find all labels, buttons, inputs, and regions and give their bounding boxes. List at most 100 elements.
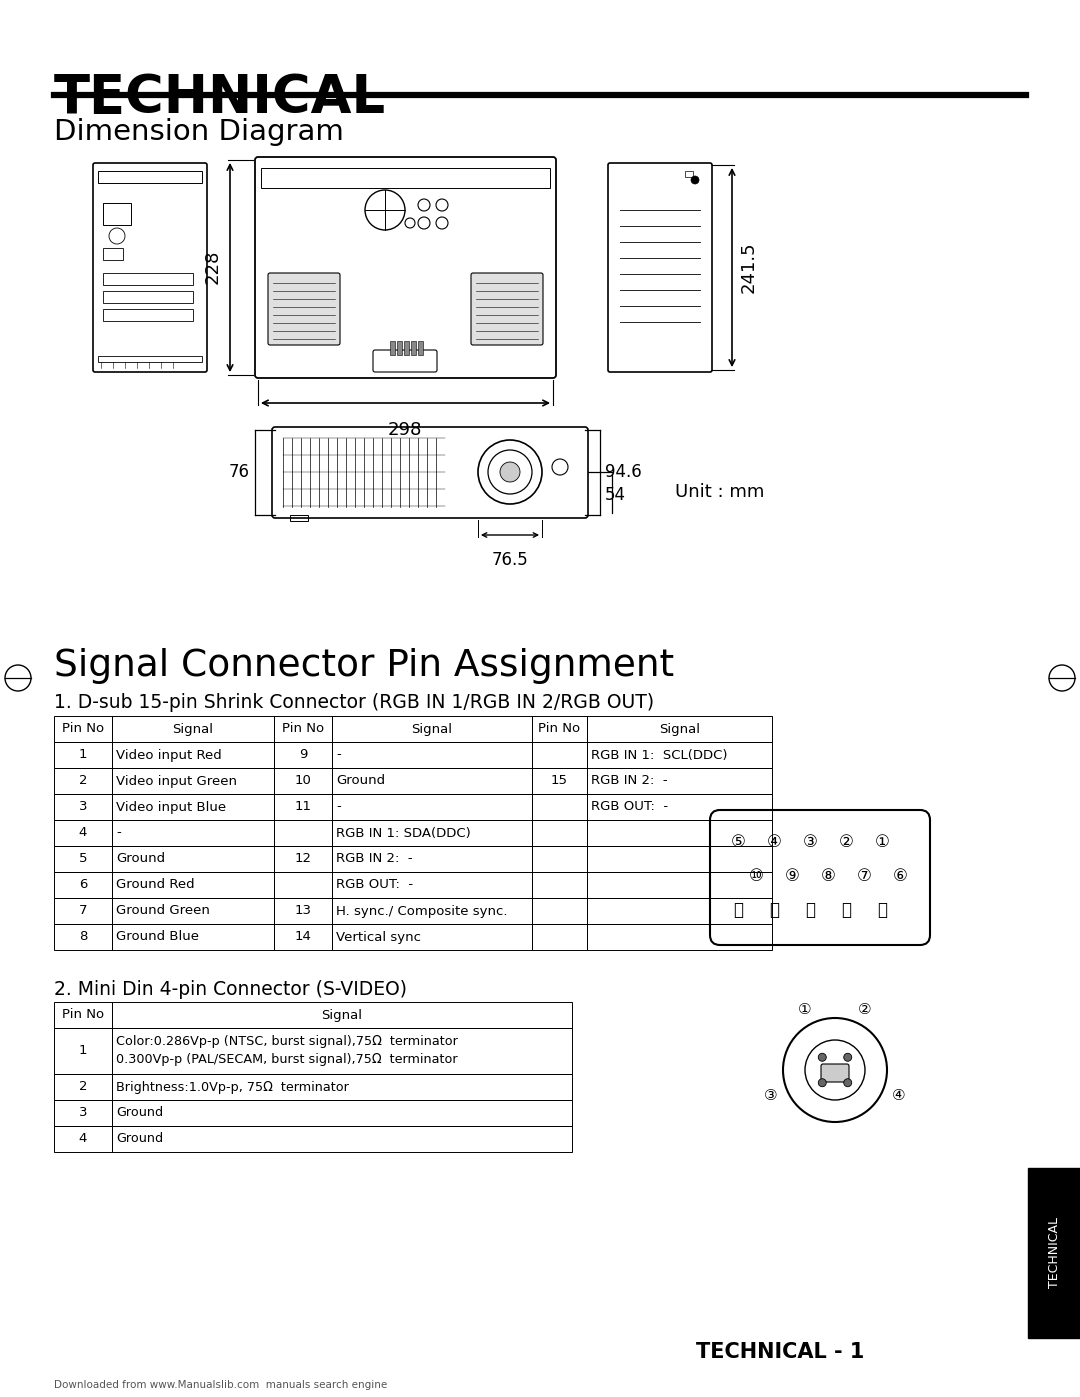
Circle shape — [691, 176, 699, 184]
Bar — [332, 923, 532, 950]
Bar — [54, 768, 112, 793]
Text: Ground Green: Ground Green — [116, 904, 210, 918]
Text: ③: ③ — [765, 1087, 778, 1102]
Text: ①: ① — [875, 833, 890, 851]
Text: ⑦: ⑦ — [856, 868, 872, 886]
FancyBboxPatch shape — [471, 272, 543, 345]
Text: 76.5: 76.5 — [491, 550, 528, 569]
Text: 4: 4 — [79, 827, 87, 840]
Text: ①: ① — [798, 1003, 812, 1017]
Bar — [332, 898, 532, 923]
Bar — [112, 872, 274, 898]
Text: ②: ② — [859, 1003, 872, 1017]
Bar — [112, 1002, 572, 1028]
Bar — [112, 793, 274, 820]
Text: 228: 228 — [204, 250, 222, 284]
Bar — [588, 898, 772, 923]
Text: Downloaded from www.Manualslib.com  manuals search engine: Downloaded from www.Manualslib.com manua… — [54, 1380, 388, 1390]
Bar — [274, 768, 332, 793]
Text: 15: 15 — [551, 774, 568, 788]
Bar — [261, 168, 550, 189]
Text: 14: 14 — [295, 930, 311, 943]
Text: ④: ④ — [767, 833, 782, 851]
Bar — [397, 341, 402, 355]
Bar — [532, 847, 588, 872]
Text: 3: 3 — [79, 800, 87, 813]
Text: Signal: Signal — [659, 722, 700, 735]
Text: Brightness:1.0Vp-p, 75Ω  terminator: Brightness:1.0Vp-p, 75Ω terminator — [116, 1080, 349, 1094]
Text: 5: 5 — [79, 852, 87, 866]
Text: 13: 13 — [295, 904, 311, 918]
Text: ③: ③ — [802, 833, 818, 851]
Bar — [418, 341, 423, 355]
Text: ⑤: ⑤ — [730, 833, 745, 851]
Bar — [532, 898, 588, 923]
Bar — [1028, 1168, 1080, 1338]
Text: 3: 3 — [79, 1106, 87, 1119]
Bar — [54, 847, 112, 872]
Text: 298: 298 — [388, 420, 422, 439]
Bar — [54, 898, 112, 923]
Bar — [332, 717, 532, 742]
Text: -: - — [336, 749, 341, 761]
FancyBboxPatch shape — [821, 1065, 849, 1083]
Text: -: - — [116, 827, 121, 840]
Text: 0.300Vp-p (PAL/SECAM, burst signal),75Ω  terminator: 0.300Vp-p (PAL/SECAM, burst signal),75Ω … — [116, 1053, 458, 1066]
Bar — [685, 170, 693, 177]
Bar — [103, 249, 123, 260]
Bar — [103, 309, 193, 321]
Bar — [54, 793, 112, 820]
Text: 1: 1 — [79, 749, 87, 761]
Text: Ground Red: Ground Red — [116, 879, 194, 891]
Circle shape — [819, 1078, 826, 1087]
Bar — [112, 923, 274, 950]
Bar — [112, 1099, 572, 1126]
Bar — [54, 742, 112, 768]
Bar — [332, 872, 532, 898]
Bar — [103, 272, 193, 285]
Text: 10: 10 — [295, 774, 311, 788]
Bar — [54, 717, 112, 742]
Text: Ground: Ground — [116, 1106, 163, 1119]
Text: RGB IN 2:  -: RGB IN 2: - — [336, 852, 413, 866]
Text: 11: 11 — [295, 800, 311, 813]
Bar — [112, 1028, 572, 1074]
Text: 2: 2 — [79, 774, 87, 788]
Text: Dimension Diagram: Dimension Diagram — [54, 117, 343, 147]
Circle shape — [843, 1053, 852, 1062]
Text: 2: 2 — [79, 1080, 87, 1094]
Bar — [588, 793, 772, 820]
Bar — [103, 291, 193, 303]
Bar — [112, 1126, 572, 1153]
FancyBboxPatch shape — [268, 272, 340, 345]
Bar — [98, 170, 202, 183]
Bar — [588, 717, 772, 742]
Circle shape — [500, 462, 519, 482]
Bar — [532, 717, 588, 742]
Bar — [112, 717, 274, 742]
Text: Unit : mm: Unit : mm — [675, 483, 765, 502]
Bar — [112, 1074, 572, 1099]
Text: ⑪: ⑪ — [877, 901, 887, 919]
Text: ⑥: ⑥ — [892, 868, 907, 886]
Bar — [332, 793, 532, 820]
Text: ⑧: ⑧ — [821, 868, 836, 886]
Bar — [274, 717, 332, 742]
Text: ⑬: ⑬ — [805, 901, 815, 919]
Text: Signal Connector Pin Assignment: Signal Connector Pin Assignment — [54, 648, 674, 685]
Text: Pin No: Pin No — [62, 1009, 104, 1021]
Bar — [112, 898, 274, 923]
Bar — [588, 847, 772, 872]
Text: RGB IN 1:  SCL(DDC): RGB IN 1: SCL(DDC) — [591, 749, 728, 761]
Text: TECHNICAL - 1: TECHNICAL - 1 — [696, 1343, 864, 1362]
Text: ⑭: ⑭ — [769, 901, 779, 919]
Text: Color:0.286Vp-p (NTSC, burst signal),75Ω  terminator: Color:0.286Vp-p (NTSC, burst signal),75Ω… — [116, 1035, 458, 1049]
Bar — [112, 768, 274, 793]
Bar — [103, 203, 131, 225]
Bar — [274, 898, 332, 923]
Bar — [274, 742, 332, 768]
Text: Pin No: Pin No — [62, 722, 104, 735]
Circle shape — [843, 1078, 852, 1087]
Bar — [532, 768, 588, 793]
Bar — [112, 847, 274, 872]
